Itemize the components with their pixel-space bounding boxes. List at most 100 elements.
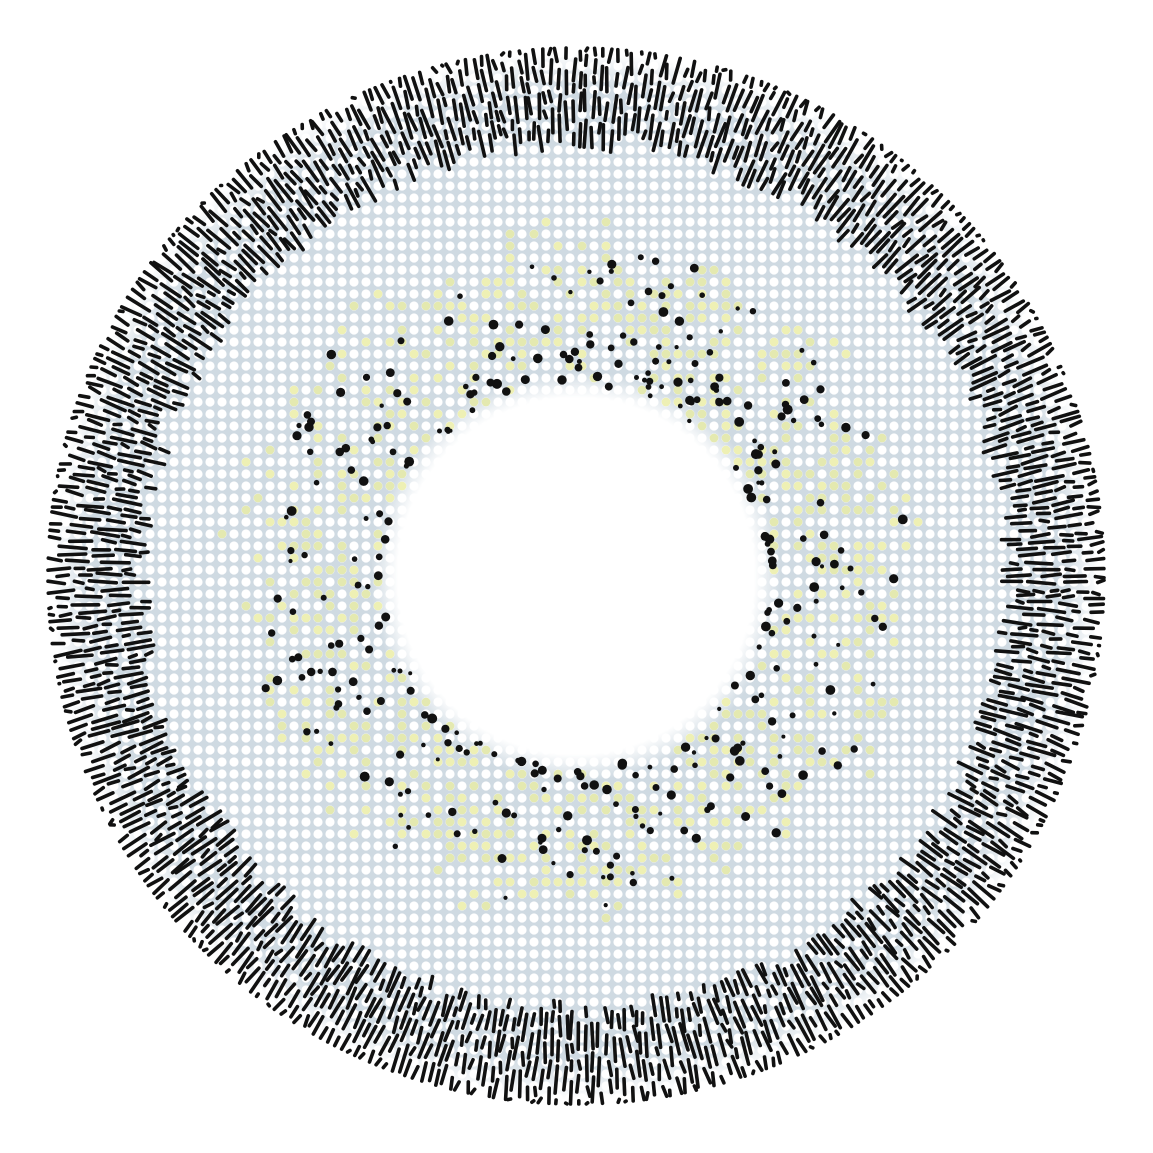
speck bbox=[566, 871, 574, 879]
dash bbox=[531, 65, 539, 83]
dash bbox=[823, 195, 840, 220]
speck bbox=[573, 768, 582, 776]
dash bbox=[503, 1074, 509, 1102]
yellow-dot bbox=[397, 301, 407, 311]
dash bbox=[1012, 821, 1030, 833]
dash bbox=[64, 558, 90, 564]
yellow-dot bbox=[553, 337, 563, 347]
speck bbox=[662, 307, 667, 313]
dash bbox=[1002, 339, 1026, 353]
speck bbox=[307, 417, 315, 426]
yellow-dot bbox=[805, 493, 815, 503]
dash bbox=[1027, 770, 1041, 778]
dash bbox=[243, 243, 266, 265]
yellow-dot bbox=[385, 493, 395, 503]
dash bbox=[398, 141, 406, 155]
yellow-dot bbox=[661, 397, 671, 407]
dash bbox=[108, 817, 115, 826]
yellow-dot bbox=[853, 577, 863, 587]
yellow-dot bbox=[829, 433, 839, 443]
speck bbox=[761, 767, 770, 775]
yellow-dot bbox=[577, 865, 587, 875]
dash bbox=[335, 1009, 345, 1026]
dash bbox=[806, 941, 819, 955]
dash bbox=[357, 156, 367, 167]
dash bbox=[314, 946, 329, 968]
yellow-dot bbox=[733, 457, 743, 467]
dash bbox=[855, 982, 866, 991]
dash bbox=[182, 835, 208, 855]
dash bbox=[1085, 556, 1106, 563]
dash bbox=[1047, 405, 1061, 415]
dash bbox=[1072, 484, 1085, 490]
dash bbox=[489, 120, 498, 140]
dash bbox=[1060, 758, 1072, 764]
yellow-dot bbox=[493, 805, 503, 815]
dash bbox=[56, 625, 80, 631]
dash bbox=[651, 121, 662, 153]
dash bbox=[78, 424, 106, 435]
yellow-dot bbox=[457, 793, 467, 803]
dash bbox=[352, 1044, 362, 1058]
speck bbox=[268, 629, 276, 637]
dash bbox=[1020, 342, 1032, 353]
speck bbox=[335, 639, 344, 648]
speck bbox=[307, 667, 316, 677]
dash bbox=[603, 1006, 610, 1025]
dash bbox=[675, 1076, 684, 1096]
dash bbox=[900, 957, 918, 973]
dash bbox=[679, 1008, 687, 1034]
speck bbox=[606, 873, 614, 881]
dash bbox=[1017, 383, 1034, 394]
dash bbox=[68, 475, 86, 484]
speck bbox=[735, 756, 745, 766]
speck bbox=[421, 742, 426, 748]
yellow-dot bbox=[601, 805, 611, 815]
dash bbox=[439, 1063, 449, 1086]
dash bbox=[759, 79, 764, 87]
dash bbox=[826, 961, 845, 989]
yellow-dot bbox=[841, 637, 851, 647]
dash bbox=[674, 128, 681, 143]
dash bbox=[140, 714, 153, 724]
speck bbox=[771, 459, 781, 469]
dash bbox=[1085, 497, 1101, 503]
dash bbox=[967, 337, 978, 344]
speck bbox=[847, 565, 854, 572]
dash bbox=[121, 777, 143, 789]
dash bbox=[535, 1029, 542, 1055]
dash bbox=[140, 440, 158, 451]
dash bbox=[72, 579, 85, 586]
dash bbox=[523, 95, 529, 121]
dash bbox=[494, 109, 501, 123]
dash bbox=[744, 1030, 753, 1056]
yellow-dot bbox=[565, 889, 575, 899]
dash bbox=[671, 1026, 682, 1056]
yellow-dot bbox=[445, 337, 455, 347]
dash bbox=[296, 207, 307, 221]
dash bbox=[55, 573, 71, 579]
dash bbox=[548, 58, 554, 86]
speck bbox=[455, 744, 463, 753]
yellow-dot bbox=[361, 721, 371, 731]
dash bbox=[254, 992, 261, 999]
dash bbox=[112, 763, 127, 772]
yellow-dot bbox=[265, 577, 275, 587]
dash bbox=[1024, 560, 1054, 566]
dash bbox=[1042, 382, 1064, 392]
dash bbox=[678, 1021, 690, 1052]
dash bbox=[682, 144, 690, 158]
dash bbox=[1017, 625, 1028, 631]
yellow-dot bbox=[385, 301, 395, 311]
dash bbox=[137, 360, 160, 376]
dash bbox=[129, 682, 148, 690]
dash bbox=[964, 226, 976, 238]
dash bbox=[102, 408, 122, 419]
yellow-dot bbox=[397, 697, 407, 707]
speck bbox=[287, 547, 295, 555]
dash bbox=[494, 1029, 502, 1057]
yellow-dot bbox=[397, 469, 407, 479]
speck bbox=[421, 711, 429, 719]
dash bbox=[58, 611, 73, 618]
yellow-dot bbox=[433, 745, 443, 755]
